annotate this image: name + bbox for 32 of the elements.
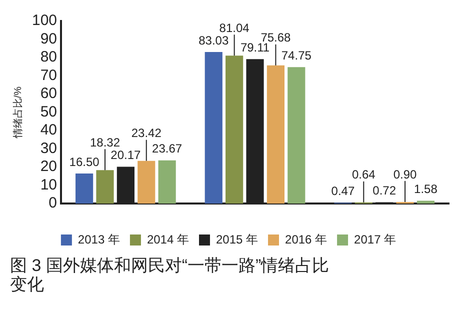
data-label: 81.04	[219, 20, 250, 35]
legend-label: 2015 年	[216, 232, 258, 246]
data-label: 79.11	[240, 40, 270, 54]
legend-label: 2013 年	[78, 232, 120, 246]
y-tick-label: 80	[40, 48, 58, 66]
legend-label: 2016 年	[285, 232, 328, 246]
data-label: 0.47	[331, 184, 355, 198]
y-tick-label: 30	[40, 140, 58, 157]
data-label: 20.17	[110, 148, 142, 162]
data-label: 74.75	[281, 48, 312, 62]
y-axis-title: 情绪占比/%	[12, 86, 24, 140]
data-label: 23.42	[131, 126, 162, 140]
data-label: 1.58	[414, 182, 438, 196]
data-label: 23.67	[152, 142, 182, 156]
y-tick-label: 100	[32, 12, 58, 30]
y-tick-label: 10	[40, 176, 58, 194]
data-label: 83.03	[198, 33, 229, 48]
data-label: 16.50	[69, 154, 100, 169]
data-label: 18.32	[90, 135, 120, 150]
y-tick-label: 0	[48, 194, 58, 212]
data-label: 0.72	[372, 184, 396, 198]
legend-label: 2017 年	[354, 232, 396, 246]
y-tick-label: 60	[40, 85, 58, 102]
y-tick-label: 90	[40, 30, 58, 48]
text: 图 3 国外媒体和网民对“一带一路”情绪占比变化	[9, 256, 330, 294]
y-tick-label: 50	[40, 103, 58, 120]
y-tick-label: 70	[40, 66, 58, 84]
data-label: 0.90	[393, 167, 418, 182]
legend-label: 2014 年	[146, 232, 189, 246]
data-label: 0.64	[352, 168, 376, 182]
y-tick-label: 20	[40, 158, 58, 176]
y-tick-label: 40	[40, 122, 58, 139]
